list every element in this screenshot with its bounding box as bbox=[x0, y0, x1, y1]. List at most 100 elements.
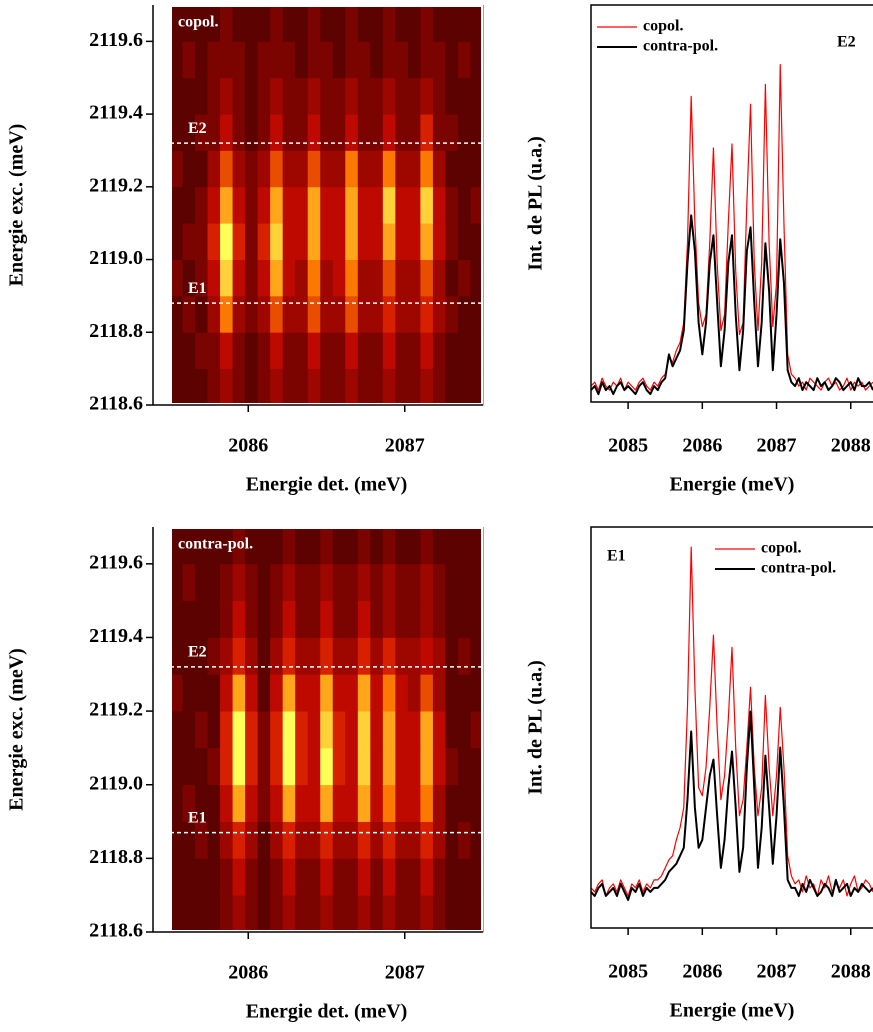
heatmap-cell bbox=[245, 41, 259, 79]
x-tick-label: 2086 bbox=[682, 435, 722, 457]
heatmap-cell bbox=[407, 711, 421, 749]
heatmap-cell bbox=[332, 150, 346, 188]
heatmap-cell bbox=[207, 895, 221, 933]
heatmap-cell bbox=[270, 563, 284, 602]
heatmap-cell bbox=[207, 527, 221, 565]
heatmap-cell bbox=[282, 637, 296, 675]
heatmap-cell bbox=[220, 77, 233, 115]
x-tick-label: 2086 bbox=[228, 435, 268, 457]
heatmap-cell bbox=[182, 821, 196, 859]
y-tick-label: 2119.0 bbox=[89, 772, 143, 794]
heatmap-cell bbox=[432, 332, 446, 370]
heatmap-cell bbox=[295, 77, 309, 115]
heatmap-cell bbox=[207, 77, 221, 115]
heatmap-cell bbox=[257, 186, 271, 224]
heatmap-cell bbox=[195, 711, 208, 749]
heatmap-cell bbox=[220, 114, 233, 151]
heatmap-cell bbox=[320, 368, 334, 406]
heatmap-cell bbox=[332, 5, 346, 42]
heatmap-cell bbox=[270, 259, 284, 297]
heatmap-cell bbox=[170, 674, 183, 712]
heatmap-cell bbox=[382, 527, 396, 565]
heatmap-cell bbox=[345, 77, 359, 115]
x-tick-label: 2087 bbox=[385, 435, 425, 457]
heatmap-cell bbox=[220, 858, 233, 896]
heatmap-cell bbox=[445, 563, 459, 602]
heatmap-cell bbox=[357, 600, 371, 638]
heatmap-cell bbox=[382, 114, 396, 151]
heatmap-cell bbox=[345, 784, 359, 822]
heatmap-cell bbox=[257, 368, 271, 406]
heatmap-cell bbox=[332, 527, 346, 565]
heatmap-cell bbox=[470, 821, 484, 859]
y-tick-label: 2118.6 bbox=[89, 920, 143, 942]
heatmap-cell bbox=[332, 821, 346, 859]
heatmap-cell bbox=[195, 674, 208, 712]
heatmap-cell bbox=[195, 186, 208, 224]
heatmap-cell bbox=[282, 77, 296, 115]
heatmap-cell bbox=[232, 527, 246, 565]
heatmap-cell bbox=[270, 368, 284, 406]
heatmap-cell bbox=[232, 186, 246, 224]
heatmap-cell bbox=[470, 747, 484, 786]
heatmap-cell bbox=[320, 332, 334, 370]
heatmap-cell bbox=[270, 186, 284, 224]
heatmap-cell bbox=[395, 332, 409, 370]
heatmap-cell bbox=[407, 259, 421, 297]
heatmap-cell bbox=[395, 895, 409, 933]
heatmap-cell bbox=[457, 114, 471, 151]
heatmap-cell bbox=[182, 295, 196, 333]
heatmap-cell bbox=[382, 259, 396, 297]
heatmap-cell bbox=[445, 186, 459, 224]
heatmap-cell bbox=[232, 674, 246, 712]
heatmap-cell bbox=[445, 295, 459, 333]
heatmap-cell bbox=[220, 259, 233, 297]
heatmap-cell bbox=[395, 784, 409, 822]
heatmap-cell bbox=[357, 186, 371, 224]
heatmap-cell bbox=[282, 295, 296, 333]
heatmap-cell bbox=[182, 637, 196, 675]
heatmap-cell bbox=[332, 637, 346, 675]
heatmap-cell bbox=[257, 5, 271, 42]
heatmap-cell bbox=[245, 186, 259, 224]
heatmap-cell bbox=[432, 368, 446, 406]
heatmap-cell bbox=[220, 5, 233, 42]
heatmap-cell bbox=[332, 295, 346, 333]
heatmap-cell bbox=[407, 600, 421, 638]
heatmap-cell bbox=[182, 527, 196, 565]
heatmap-cell bbox=[470, 784, 484, 822]
heatmap-cell bbox=[470, 368, 484, 406]
heatmap-cell bbox=[370, 711, 384, 749]
heatmap-cell bbox=[457, 637, 471, 675]
heatmap-cell bbox=[432, 563, 446, 602]
heatmap-cell bbox=[370, 114, 384, 151]
heatmap-cell bbox=[295, 223, 309, 260]
heatmap-cell bbox=[220, 674, 233, 712]
heatmap-cell bbox=[370, 186, 384, 224]
heatmap-cell bbox=[420, 858, 434, 896]
heatmap-cell bbox=[395, 114, 409, 151]
heatmap-cell bbox=[345, 368, 359, 406]
heatmap-cell bbox=[245, 637, 259, 675]
heatmap-cell bbox=[470, 223, 484, 260]
heatmap-cell bbox=[445, 332, 459, 370]
heatmap-cell bbox=[457, 186, 471, 224]
heatmap-cell bbox=[432, 114, 446, 151]
heatmap-cell bbox=[370, 5, 384, 42]
heatmap-cell bbox=[395, 674, 409, 712]
heatmap-cell bbox=[232, 77, 246, 115]
legend-label: contra-pol. bbox=[761, 560, 836, 577]
heatmap-cell bbox=[220, 368, 233, 406]
heatmap-cell bbox=[207, 784, 221, 822]
heatmap-cell bbox=[345, 600, 359, 638]
heatmap-cell bbox=[245, 332, 259, 370]
heatmap-cell bbox=[332, 563, 346, 602]
heatmap-cell bbox=[220, 332, 233, 370]
heatmap-cell bbox=[207, 41, 221, 79]
heatmap-cell bbox=[357, 858, 371, 896]
y-tick-label: 2118.6 bbox=[89, 393, 143, 415]
heatmap-cell bbox=[420, 784, 434, 822]
heatmap-cell bbox=[245, 711, 259, 749]
heatmap-cell bbox=[395, 368, 409, 406]
heatmap-cell bbox=[307, 5, 321, 42]
